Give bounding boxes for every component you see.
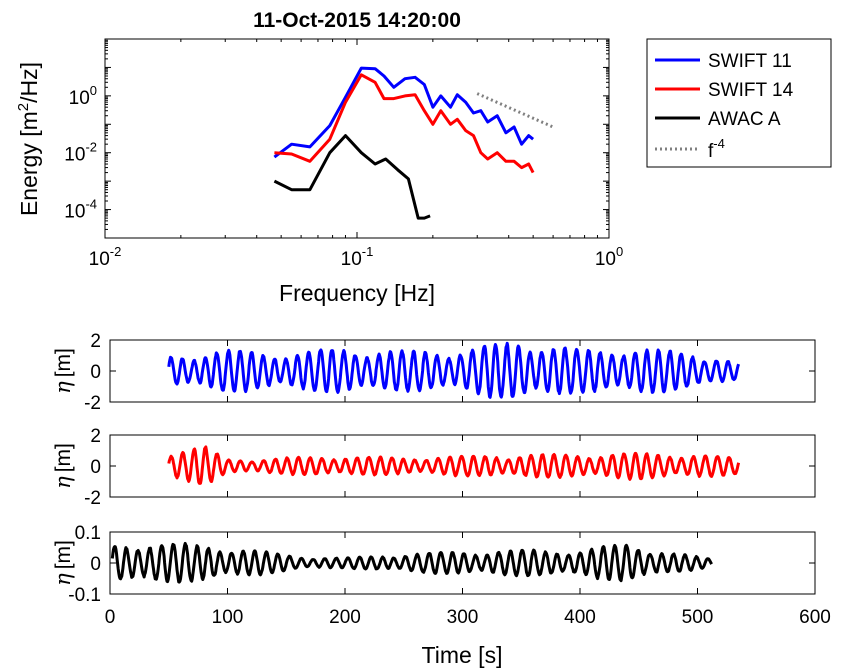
ts-xtick-label: 200 bbox=[329, 607, 361, 628]
spectrum-ytick-label: 100 bbox=[69, 83, 97, 109]
ts-ytick-label: 0.1 bbox=[75, 523, 101, 544]
legend-label-swift11: SWIFT 11 bbox=[708, 51, 792, 72]
ts-ytick-label: 2 bbox=[90, 426, 101, 447]
ts-ylabel-2: η[m] bbox=[51, 443, 75, 489]
spectrum-ticks: 10-2 10-1 100 10-4 10-2 100 bbox=[64, 38, 623, 270]
ts-xtick-label: 400 bbox=[564, 607, 596, 628]
spectrum-lines bbox=[273, 66, 554, 220]
legend-label-f4: f-4 bbox=[708, 136, 725, 162]
legend-label-swift14: SWIFT 14 bbox=[708, 80, 794, 101]
legend-label-awac: AWAC A bbox=[708, 109, 781, 130]
ts-ytick-label: -0.1 bbox=[68, 585, 101, 606]
ts-content-3: 0.10-0.10 100 200 300 400 500 600 bbox=[68, 523, 831, 628]
timeseries-panel-swift14: 2 0 -2 η[m] bbox=[51, 426, 816, 509]
spectrum-series-1 bbox=[274, 73, 535, 174]
ts-series-0 bbox=[167, 341, 741, 399]
ts-ytick-label: 2 bbox=[90, 331, 101, 352]
spectrum-xlabel: Frequency [Hz] bbox=[279, 280, 435, 306]
spectrum-series-0 bbox=[273, 66, 535, 159]
spectrum-ytick-label: 10-2 bbox=[64, 140, 97, 166]
ts-content-2: 2 0 -2 bbox=[84, 426, 816, 509]
ts-series-1 bbox=[167, 445, 741, 485]
ts-xtick-label: 100 bbox=[212, 607, 244, 628]
spectrum-xtick-label: 10-1 bbox=[341, 244, 374, 270]
ts-xlabel: Time [s] bbox=[422, 642, 503, 668]
ts-ytick-label: 0 bbox=[90, 554, 101, 575]
ts-ylabel-1: η[m] bbox=[51, 348, 75, 394]
legend: SWIFT 11 SWIFT 14 AWAC A f-4 bbox=[646, 38, 832, 168]
spectrum-series-3 bbox=[476, 92, 554, 129]
ts-ytick-label: -2 bbox=[84, 393, 101, 414]
timeseries-panel-swift11: 2 0 -2 η[m] bbox=[51, 331, 816, 414]
ts-xtick-label: 500 bbox=[682, 607, 714, 628]
spectrum-series-2 bbox=[273, 134, 431, 220]
spectrum-xtick-label: 10-2 bbox=[89, 244, 122, 270]
ts-xtick-label: 0 bbox=[105, 607, 116, 628]
ts-ytick-label: 0 bbox=[90, 457, 101, 478]
ts-ytick-label: 0 bbox=[90, 362, 101, 383]
ts-xtick-label: 300 bbox=[447, 607, 479, 628]
spectrum-panel: 11-Oct-2015 14:20:00 10-2 10-1 10010-410-2… bbox=[15, 9, 623, 306]
spectrum-ytick-label: 10-4 bbox=[64, 197, 97, 223]
ts-xtick-label: 600 bbox=[799, 607, 831, 628]
ts-content-1: 2 0 -2 bbox=[84, 331, 816, 414]
spectrum-title: 11-Oct-2015 14:20:00 bbox=[253, 9, 461, 32]
timeseries-panel-awac: 0.10-0.10 100 200 300 400 500 600 η[m] Time [s… bbox=[51, 523, 831, 668]
ts-series-2 bbox=[110, 541, 713, 584]
ts-ytick-label: -2 bbox=[84, 488, 101, 509]
spectrum-xtick-label: 100 bbox=[595, 244, 623, 270]
spectrum-ylabel: Energy [m2/Hz] bbox=[15, 62, 42, 216]
ts-ylabel-3: η[m] bbox=[51, 540, 75, 586]
